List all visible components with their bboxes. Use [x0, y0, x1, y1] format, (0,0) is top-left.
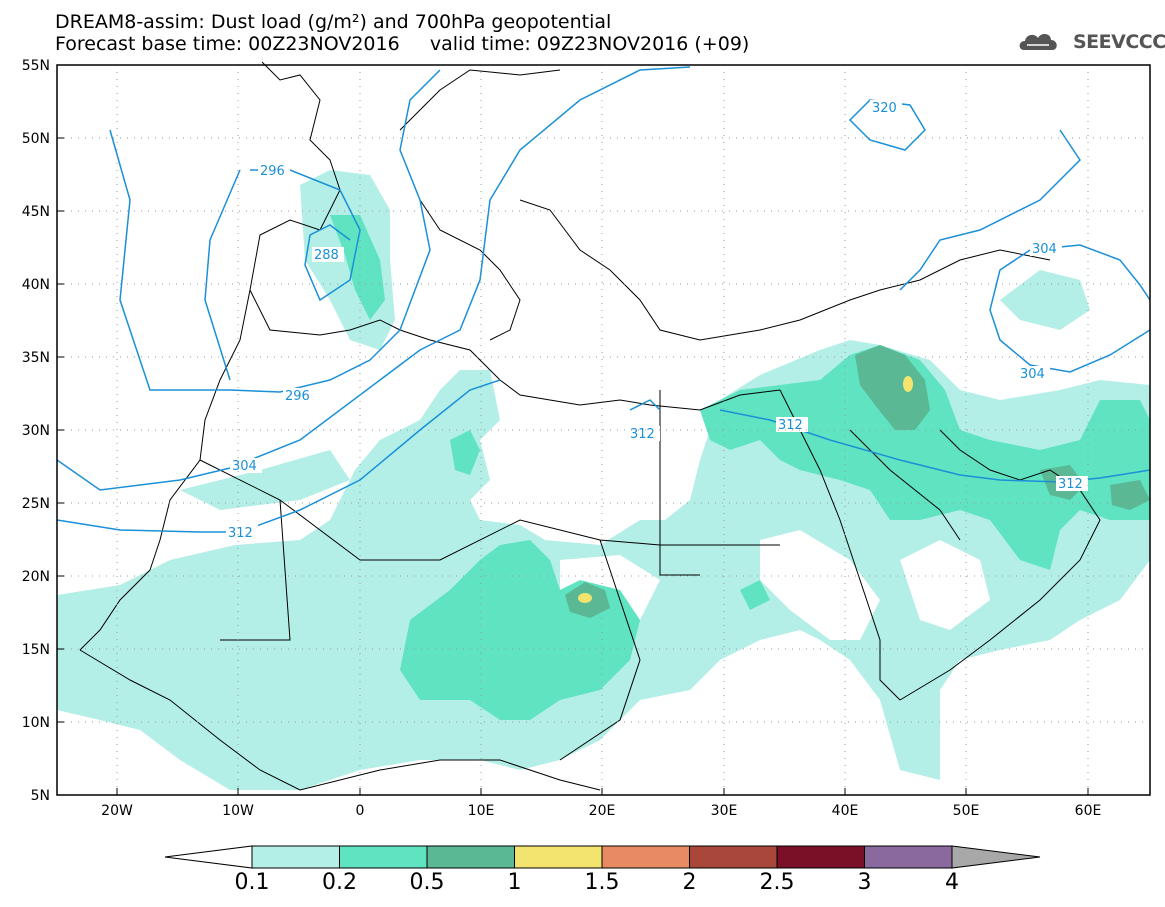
lat-tick-label: 20N: [22, 569, 50, 585]
colorbar-segment: [514, 845, 603, 869]
longitude-labels: 20W 10W 0 10E 20E 30E 40E 50E 60E: [101, 803, 1101, 819]
lat-tick-label: 5N: [31, 788, 50, 804]
graticule: [57, 65, 1150, 795]
lon-tick-label: 20E: [589, 803, 616, 819]
colorbar-label: 0.1: [234, 870, 270, 895]
colorbar-label: 1: [507, 870, 522, 895]
contour-label: 296: [260, 164, 285, 179]
map-subtitle: Forecast base time: 00Z23NOV2016 valid t…: [55, 33, 750, 55]
map-title: DREAM8-assim: Dust load (g/m²) and 700hP…: [55, 11, 612, 33]
colorbar-label: 2: [682, 870, 697, 895]
cloud-icon: [1019, 34, 1057, 50]
colorbar-label: 4: [945, 870, 959, 895]
colorbar-segment: [426, 845, 515, 869]
dust-load-shading: [57, 170, 1150, 790]
colorbar-segment: [864, 845, 953, 869]
contour-label: 312: [228, 526, 253, 541]
colorbar-segment: [339, 845, 428, 869]
contour-label: 320: [872, 101, 897, 116]
colorbar-label: 2.5: [759, 870, 795, 895]
colorbar-label: 3: [857, 870, 872, 895]
lat-tick-label: 10N: [22, 715, 50, 731]
colorbar-high-arrow: [951, 845, 1041, 869]
tick-marks: [57, 137, 1089, 795]
colorbar-label: 0.5: [409, 870, 445, 895]
lat-tick-label: 55N: [22, 58, 50, 74]
colorbar-segment: [689, 845, 778, 869]
contour-label: 304: [1020, 367, 1045, 382]
colorbar-label: 0.2: [322, 870, 357, 895]
lon-tick-label: 30E: [711, 803, 738, 819]
contour-label: 288: [314, 248, 339, 263]
colorbar-segment: [776, 845, 865, 869]
colorbar: [164, 845, 1041, 869]
colorbar-low-arrow: [164, 845, 253, 869]
lon-tick-label: 20W: [101, 803, 133, 819]
colorbar-segment: [601, 845, 690, 869]
lon-tick-label: 50E: [953, 803, 980, 819]
lat-tick-label: 25N: [22, 496, 50, 512]
coastlines: [79, 61, 1101, 791]
lat-tick-label: 45N: [22, 204, 50, 220]
contour-label: 312: [630, 427, 655, 442]
contour-label: 312: [778, 418, 803, 433]
colorbar-label: 1.5: [584, 870, 620, 895]
lat-tick-label: 30N: [22, 423, 50, 439]
logo-text: SEEVCCC: [1073, 31, 1165, 53]
latitude-labels: 55N 50N 45N 40N 35N 30N 25N 20N 15N 10N …: [22, 58, 50, 804]
lon-tick-label: 40E: [832, 803, 859, 819]
lat-tick-label: 50N: [22, 131, 50, 147]
lat-tick-label: 35N: [22, 350, 50, 366]
lon-tick-label: 0: [356, 803, 365, 819]
contour-label: 296: [285, 389, 310, 404]
contour-label: 304: [1032, 242, 1057, 257]
lon-tick-label: 10W: [222, 803, 254, 819]
lat-tick-label: 40N: [22, 277, 50, 293]
contour-label: 312: [1058, 477, 1083, 492]
lat-tick-label: 15N: [22, 642, 50, 658]
lon-tick-label: 10E: [468, 803, 495, 819]
colorbar-segment: [251, 845, 340, 869]
contour-label: 304: [232, 459, 257, 474]
lon-tick-label: 60E: [1075, 803, 1102, 819]
